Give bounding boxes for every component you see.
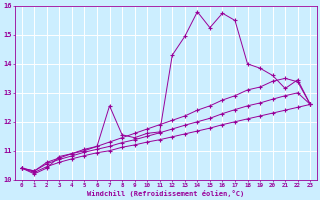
X-axis label: Windchill (Refroidissement éolien,°C): Windchill (Refroidissement éolien,°C) — [87, 190, 244, 197]
